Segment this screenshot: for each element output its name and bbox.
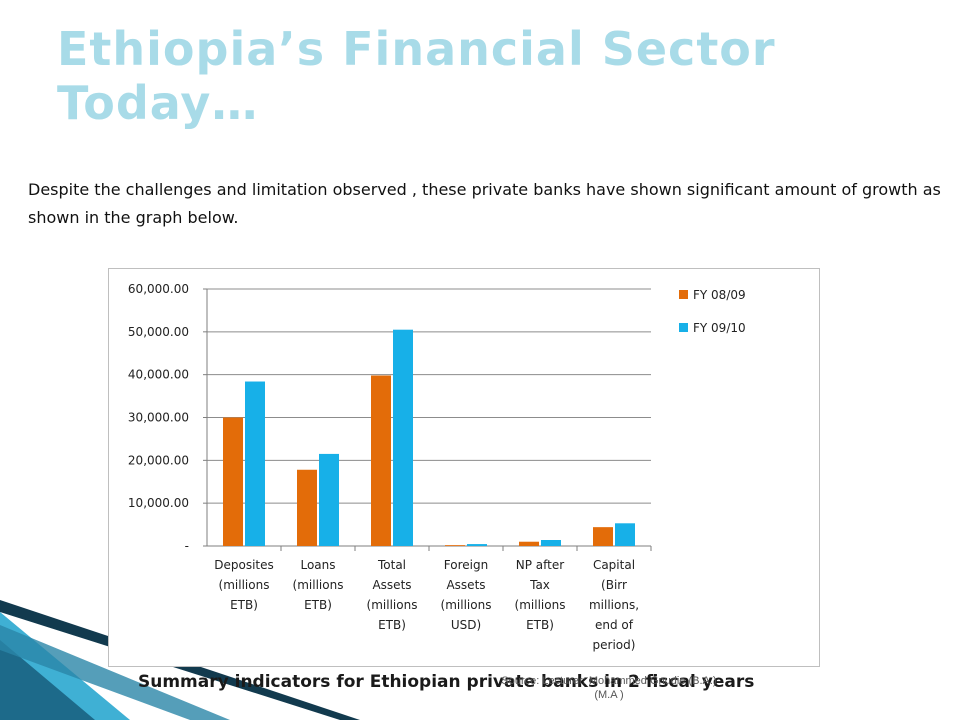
- x-category-label: (millions: [367, 598, 418, 612]
- y-tick-label: 50,000.00: [128, 325, 189, 339]
- x-category-label: ETB): [304, 598, 332, 612]
- x-category-label: (millions: [293, 578, 344, 592]
- legend-label: FY 09/10: [693, 321, 746, 335]
- legend-swatch: [679, 323, 688, 332]
- y-tick-label: -: [185, 539, 189, 553]
- x-category-label: (millions: [219, 578, 270, 592]
- bar-fy0809: [223, 417, 243, 546]
- page-title: Ethiopia’s Financial Sector Today…: [57, 22, 776, 130]
- bar-fy0809: [593, 527, 613, 546]
- bar-fy0910: [245, 381, 265, 546]
- intro-paragraph: Despite the challenges and limitation ob…: [28, 180, 941, 227]
- x-category-label: (millions: [515, 598, 566, 612]
- bar-fy0910: [467, 544, 487, 546]
- source-note: Source: Lecturer: Mohammed Gnudie (B.A.)…: [501, 675, 717, 701]
- y-tick-label: 30,000.00: [128, 411, 189, 425]
- bar-fy0809: [371, 375, 391, 546]
- x-category-label: Capital: [593, 558, 635, 572]
- x-category-label: Assets: [446, 578, 485, 592]
- chart-frame: - 10,000.00 20,000.00 30,000.00 40,000.00 50,…: [108, 268, 820, 667]
- x-category-label: Loans: [300, 558, 335, 572]
- x-category-label: Foreign: [444, 558, 488, 572]
- bar-chart: - 10,000.00 20,000.00 30,000.00 40,000.00 50,…: [128, 282, 746, 652]
- bar-fy0809: [519, 541, 539, 546]
- bar-fy0809: [445, 545, 465, 546]
- legend-swatch: [679, 290, 688, 299]
- x-category-label: USD): [451, 618, 481, 632]
- y-tick-label: 10,000.00: [128, 496, 189, 510]
- x-category-label: ETB): [378, 618, 406, 632]
- bar-fy0910: [319, 453, 339, 546]
- legend-label: FY 08/09: [693, 288, 746, 302]
- x-category-label: Assets: [372, 578, 411, 592]
- y-tick-label: 60,000.00: [128, 282, 189, 296]
- bar-fy0809: [297, 469, 317, 546]
- chart-caption: Summary indicators for Ethiopian private…: [138, 672, 755, 692]
- x-category-label: Deposites: [214, 558, 274, 572]
- x-category-label: period): [593, 638, 636, 652]
- x-category-label: (millions: [441, 598, 492, 612]
- x-category-label: end of: [595, 618, 634, 632]
- x-category-label: Tax: [529, 578, 550, 592]
- x-category-label: NP after: [516, 558, 564, 572]
- bar-fy0910: [393, 329, 413, 546]
- x-category-label: millions,: [589, 598, 639, 612]
- x-category-label: (Birr: [601, 578, 627, 592]
- y-tick-label: 20,000.00: [128, 453, 189, 467]
- bar-fy0910: [615, 523, 635, 546]
- x-category-label: Total: [377, 558, 406, 572]
- x-category-label: ETB): [526, 618, 554, 632]
- x-category-label: ETB): [230, 598, 258, 612]
- bar-fy0910: [541, 540, 561, 546]
- y-tick-label: 40,000.00: [128, 368, 189, 382]
